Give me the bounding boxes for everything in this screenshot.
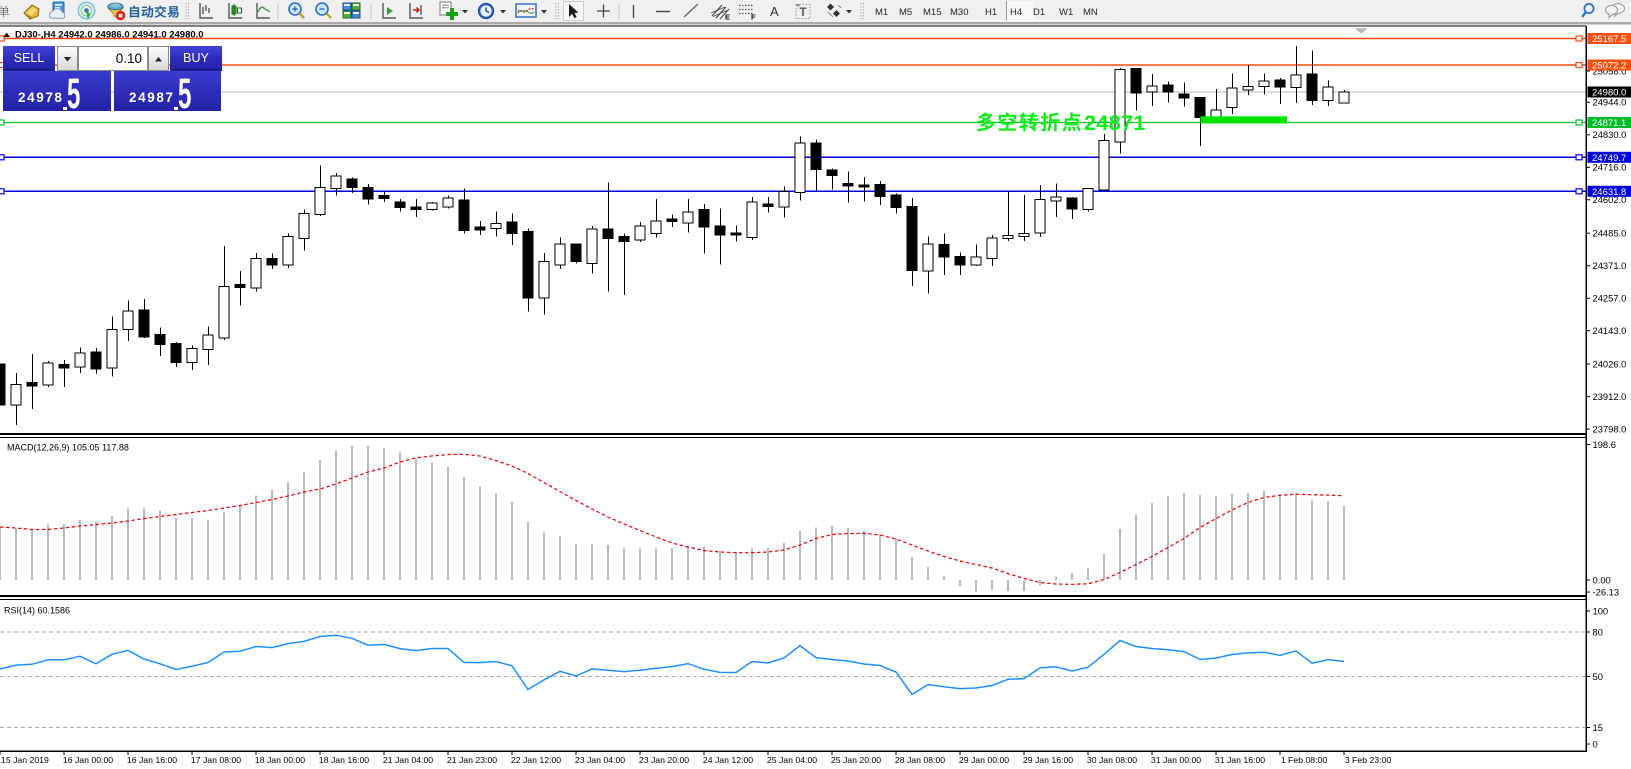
svg-text:23 Jan 20:00: 23 Jan 20:00 <box>639 755 689 765</box>
svg-text:24716.0: 24716.0 <box>1593 162 1627 173</box>
svg-text:24485.0: 24485.0 <box>1593 228 1627 239</box>
svg-text:M1: M1 <box>875 7 888 18</box>
svg-text:23798.0: 23798.0 <box>1593 423 1627 434</box>
svg-text:18 Jan 00:00: 18 Jan 00:00 <box>255 755 305 765</box>
svg-text:24026.0: 24026.0 <box>1593 358 1627 369</box>
svg-text:198.6: 198.6 <box>1593 439 1616 450</box>
svg-text:25 Jan 20:00: 25 Jan 20:00 <box>831 755 881 765</box>
svg-text:25058.0: 25058.0 <box>1593 65 1627 76</box>
svg-text:A: A <box>770 4 779 19</box>
svg-text:31 Jan 16:00: 31 Jan 16:00 <box>1215 755 1265 765</box>
svg-text:50: 50 <box>1593 671 1603 682</box>
svg-text:24602.0: 24602.0 <box>1593 194 1627 205</box>
svg-text:24871.1: 24871.1 <box>1592 118 1626 129</box>
svg-text:100: 100 <box>1593 605 1609 616</box>
svg-text:31 Jan 00:00: 31 Jan 00:00 <box>1151 755 1201 765</box>
svg-text:23 Jan 04:00: 23 Jan 04:00 <box>575 755 625 765</box>
svg-text:DJ30-,H4 24942.0 24986.0 2494: DJ30-,H4 24942.0 24986.0 24941.0 24980.0 <box>15 30 204 41</box>
svg-text:30 Jan 08:00: 30 Jan 08:00 <box>1087 755 1137 765</box>
svg-text:T: T <box>800 7 807 19</box>
svg-text:21 Jan 04:00: 21 Jan 04:00 <box>383 755 433 765</box>
svg-text:1 Feb 08:00: 1 Feb 08:00 <box>1281 755 1328 765</box>
svg-text:23912.0: 23912.0 <box>1593 391 1627 402</box>
svg-text:H1: H1 <box>985 7 997 18</box>
svg-text:80: 80 <box>1593 626 1603 637</box>
svg-text:MN: MN <box>1083 7 1098 18</box>
svg-text:0.00: 0.00 <box>1593 574 1611 585</box>
svg-text:29 Jan 16:00: 29 Jan 16:00 <box>1023 755 1073 765</box>
svg-text:15 Jan 2019: 15 Jan 2019 <box>1 755 49 765</box>
svg-text:H4: H4 <box>1010 7 1022 18</box>
svg-text:24871: 24871 <box>1084 111 1146 135</box>
svg-text:16 Jan 00:00: 16 Jan 00:00 <box>63 755 113 765</box>
svg-text:24980.0: 24980.0 <box>1592 88 1626 99</box>
svg-text:0: 0 <box>1593 738 1598 749</box>
svg-text:M30: M30 <box>950 7 968 18</box>
svg-text:E: E <box>725 13 730 22</box>
svg-text:25 Jan 04:00: 25 Jan 04:00 <box>767 755 817 765</box>
svg-text:29 Jan 00:00: 29 Jan 00:00 <box>959 755 1009 765</box>
svg-text:3 Feb 23:00: 3 Feb 23:00 <box>1345 755 1392 765</box>
svg-text:24944.0: 24944.0 <box>1593 97 1627 108</box>
svg-text:28 Jan 08:00: 28 Jan 08:00 <box>895 755 945 765</box>
svg-text:24749.7: 24749.7 <box>1592 153 1626 164</box>
svg-text:D1: D1 <box>1033 7 1045 18</box>
svg-text:24143.0: 24143.0 <box>1593 325 1627 336</box>
svg-text:24830.0: 24830.0 <box>1593 129 1627 140</box>
svg-text:24371.0: 24371.0 <box>1593 260 1627 271</box>
svg-text:MACD(12,26,9) 105.05 117.88: MACD(12,26,9) 105.05 117.88 <box>7 443 129 453</box>
svg-text:17 Jan 08:00: 17 Jan 08:00 <box>191 755 241 765</box>
svg-text:24631.8: 24631.8 <box>1592 187 1626 198</box>
svg-text:16 Jan 16:00: 16 Jan 16:00 <box>127 755 177 765</box>
svg-text:RSI(14) 60.1586: RSI(14) 60.1586 <box>4 606 70 616</box>
svg-text:15: 15 <box>1593 722 1603 733</box>
svg-text:18 Jan 16:00: 18 Jan 16:00 <box>319 755 369 765</box>
svg-text:M5: M5 <box>899 7 912 18</box>
svg-text:25167.5: 25167.5 <box>1592 34 1626 45</box>
svg-text:22 Jan 12:00: 22 Jan 12:00 <box>511 755 561 765</box>
svg-text:21 Jan 23:00: 21 Jan 23:00 <box>447 755 497 765</box>
svg-text:-26.13: -26.13 <box>1593 586 1620 597</box>
svg-text:24 Jan 12:00: 24 Jan 12:00 <box>703 755 753 765</box>
svg-text:M15: M15 <box>923 7 941 18</box>
svg-text:W1: W1 <box>1059 7 1073 18</box>
svg-text:25072.2: 25072.2 <box>1592 61 1626 72</box>
svg-text:24257.0: 24257.0 <box>1593 293 1627 304</box>
svg-text:F: F <box>751 13 756 22</box>
